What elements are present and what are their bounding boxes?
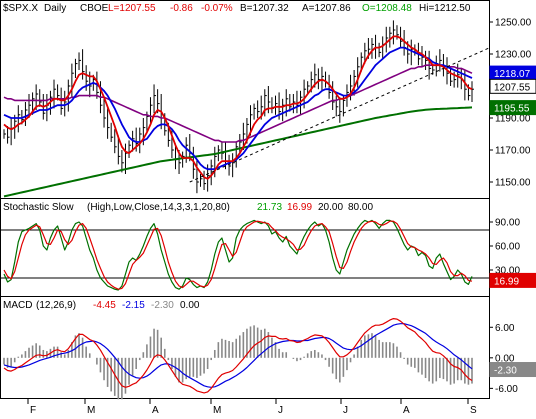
price-layer	[3, 20, 490, 198]
macd-signal-value: -2.15	[122, 300, 145, 311]
stochastic-k-line	[3, 219, 473, 291]
macd-tick-0: 6.00	[495, 323, 515, 334]
price-badge-1-box	[489, 78, 536, 94]
macd-hist-value: -2.30	[151, 300, 174, 311]
stochastic-title: Stochastic Slow	[3, 202, 74, 213]
header-exchange: CBOE	[80, 3, 109, 14]
ma-mid-line	[3, 46, 473, 171]
macd-line-value: -4.45	[93, 300, 116, 311]
price-panel	[0, 0, 490, 199]
header-high: Hi=1212.50	[419, 3, 471, 14]
stochastic-tick-2: 30.00	[495, 266, 520, 277]
stochastic-layer	[1, 219, 489, 291]
stochastic-upper-level: 80.00	[348, 202, 373, 213]
month-label-may: M	[213, 405, 221, 416]
month-label-aug: A	[403, 405, 410, 416]
ma-slow-line	[3, 64, 473, 143]
macd-title: MACD	[3, 300, 32, 311]
support-trendline	[189, 47, 490, 183]
header-change-pct: -0.07%	[201, 3, 233, 14]
header-open: O=1208.48	[362, 3, 412, 14]
price-tick-1: 1230.00	[495, 50, 532, 61]
price-badges: 1218.07 1207.55 1195.55 16.99 -2.30	[489, 65, 536, 378]
price-tick-5: 1150.00	[495, 178, 531, 189]
ma-long-line	[3, 106, 473, 198]
month-label-mar: M	[87, 405, 95, 416]
macd-line	[3, 318, 473, 394]
header-ask: A=1207.86	[302, 3, 351, 14]
stochastic-params: (High,Low,Close,14,3,3,1,20,80)	[87, 202, 230, 213]
month-label-feb: F	[30, 405, 36, 416]
stochastic-badge-box	[489, 272, 536, 288]
stochastic-k-value: 21.73	[257, 202, 282, 213]
macd-zero-value: 0.00	[180, 300, 200, 311]
month-label-apr: A	[152, 405, 159, 416]
month-label-jun: J	[278, 405, 283, 416]
macd-badge: -2.30	[494, 366, 517, 377]
price-tick-0: 1250.00	[495, 18, 532, 29]
price-badge-2-box	[489, 100, 536, 116]
macd-tick-2: -6.00	[495, 384, 518, 395]
header-bid: B=1207.32	[240, 3, 289, 14]
stochastic-panel	[0, 198, 490, 297]
month-label-sep: S	[470, 405, 477, 416]
header-last: L=1207.55	[108, 3, 156, 14]
price-tick-4: 1170.00	[495, 146, 531, 157]
price-badge-1: 1207.55	[494, 82, 531, 93]
macd-badge-box	[489, 362, 536, 378]
stochastic-d-value: 16.99	[287, 202, 312, 213]
price-badge-0: 1218.07	[494, 69, 531, 80]
stochastic-tick-0: 90.00	[495, 218, 520, 229]
stochastic-tick-1: 60.00	[495, 242, 520, 253]
stochastic-d-line	[3, 220, 473, 290]
price-tick-3: 1190.00	[495, 114, 531, 125]
month-label-jul: J	[343, 405, 348, 416]
header-symbol: $SPX.X	[3, 3, 38, 14]
macd-panel	[0, 296, 490, 399]
macd-layer	[3, 318, 473, 400]
macd-tick-1: 0.00	[495, 353, 515, 364]
ma-fast-line	[3, 35, 473, 180]
stochastic-lower-level: 20.00	[318, 202, 343, 213]
macd-signal-line	[3, 323, 473, 388]
header-change: -0.86	[170, 3, 193, 14]
macd-params: (12,26,9)	[36, 300, 76, 311]
header-interval: Daily	[44, 3, 66, 14]
price-badge-2: 1195.55	[494, 104, 530, 115]
x-axis-ticks	[27, 399, 469, 404]
stochastic-badge: 16.99	[494, 276, 519, 287]
